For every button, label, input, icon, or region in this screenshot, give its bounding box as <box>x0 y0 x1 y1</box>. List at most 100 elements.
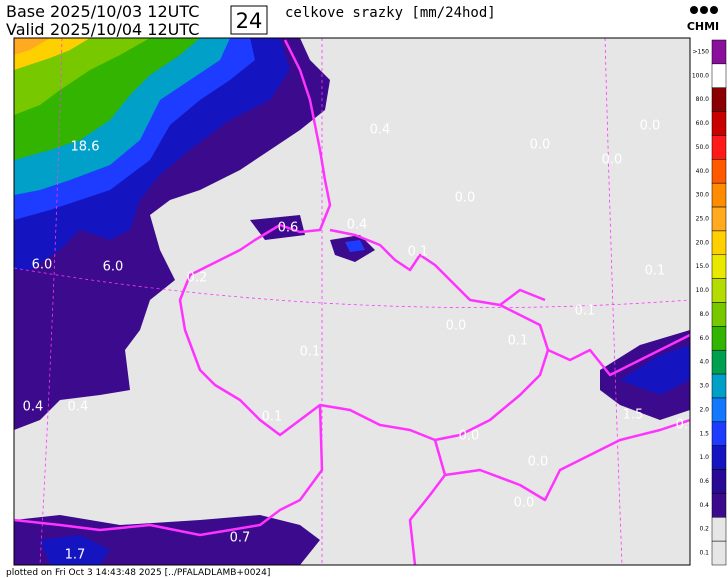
legend-swatch <box>711 278 727 303</box>
map-value-label: 0.6 <box>278 221 299 236</box>
legend-swatch <box>711 135 727 160</box>
border-at-si <box>408 439 447 565</box>
graticule <box>14 38 690 565</box>
legend-swatch <box>711 540 727 566</box>
map-value-label: 0.4 <box>347 218 368 233</box>
footer: plotted on Fri Oct 3 14:43:48 2025 [../P… <box>6 568 270 578</box>
map-value-label: 0.0 <box>640 119 661 134</box>
field-east-blue <box>620 345 690 395</box>
legend-label: 6.0 <box>699 335 709 342</box>
map-value-label: 0.1 <box>575 304 596 319</box>
map-value-label: 0.1 <box>645 264 666 279</box>
logo: CHMI <box>687 6 719 33</box>
map-value-label: 0.5 <box>676 418 697 433</box>
border-hu <box>444 418 690 502</box>
legend-swatch <box>711 87 727 112</box>
map-value-label: 0.0 <box>446 319 467 334</box>
map-value-label: 0.0 <box>514 496 535 511</box>
border-pl <box>499 288 546 306</box>
map-value-label: 6.0 <box>32 258 53 273</box>
map-value-label: 18.6 <box>71 140 100 155</box>
legend-label: 25.0 <box>696 215 710 222</box>
legend-swatch <box>711 445 727 470</box>
legend-swatch <box>711 326 727 351</box>
legend-label: 60.0 <box>696 120 710 127</box>
map-value-label: 0.4 <box>370 123 391 138</box>
legend-swatch <box>711 373 727 399</box>
map-labels: 18.6 6.0 6.0 0.4 0.4 0.2 0.6 0.4 0.4 0.1 0.0 0.0 0.0… <box>23 119 697 563</box>
map-value-label: 0.7 <box>230 531 251 546</box>
legend-swatch <box>711 206 727 232</box>
base-label: Base <box>6 2 45 21</box>
base-time: 2025/10/03 12UTC <box>50 2 199 21</box>
map-value-label: 0.4 <box>68 400 89 415</box>
legend-swatch <box>711 111 727 136</box>
legend-swatch <box>711 182 727 208</box>
legend-label: 10.0 <box>696 287 710 294</box>
map-value-label: 0.1 <box>300 345 321 360</box>
product-title: celkove srazky [mm/24hod] <box>285 5 496 21</box>
logo-text: CHMI <box>687 20 719 33</box>
map-value-label: 0.1 <box>262 410 283 425</box>
map-value-label: 1.5 <box>623 408 644 423</box>
map-value-label: 0.0 <box>530 138 551 153</box>
logo-dot <box>700 6 708 14</box>
legend-label: 8.0 <box>699 311 709 318</box>
field-spot-blue <box>345 240 365 252</box>
map-value-label: 0.0 <box>528 455 549 470</box>
map-value-label: 0.0 <box>459 429 480 444</box>
field-south-blue <box>40 535 110 565</box>
legend-label: 1.5 <box>699 430 709 437</box>
logo-dot <box>710 6 718 14</box>
parallel <box>14 267 690 309</box>
map-value-label: 0.0 <box>602 153 623 168</box>
legend-label: 50.0 <box>696 144 710 151</box>
legend-swatch <box>711 39 727 65</box>
meridian <box>39 38 63 565</box>
valid-time: 2025/10/04 12UTC <box>50 20 199 39</box>
map-value-label: 1.7 <box>65 548 86 563</box>
map-frame <box>13 37 691 566</box>
legend-swatch <box>711 517 727 542</box>
logo-dot <box>690 6 698 14</box>
legend-swatch <box>711 302 727 327</box>
valid-label: Valid <box>6 20 45 39</box>
period: 24 <box>236 9 263 33</box>
legend-label: 40.0 <box>696 168 710 175</box>
legend-label: 15.0 <box>696 263 710 270</box>
border-de-at <box>14 404 324 537</box>
legend-label: 3.0 <box>699 383 709 390</box>
period-box <box>230 5 268 35</box>
legend-label: 30.0 <box>696 192 710 199</box>
map-value-label: 0.1 <box>408 245 429 260</box>
map-value-label: 6.0 <box>103 260 124 275</box>
legend-swatch <box>711 469 727 494</box>
field-orange <box>14 38 50 55</box>
map: 18.6 6.0 6.0 0.4 0.4 0.2 0.6 0.4 0.4 0.1 0.0 0.0 0.0… <box>14 38 697 565</box>
legend-swatch <box>711 421 727 446</box>
legend-swatch <box>711 159 727 184</box>
legend-swatch <box>711 397 727 423</box>
map-value-label: 0.2 <box>187 271 208 286</box>
legend-swatch <box>711 493 727 518</box>
legend: >150 100.0 80.0 60.0 50.0 40.0 30.0 25.0 20.0 15.… <box>692 39 727 566</box>
legend-label: 100.0 <box>692 72 709 79</box>
legend-swatch <box>711 254 727 279</box>
legend-label: 2.0 <box>699 406 709 413</box>
border-sk <box>547 333 690 377</box>
legend-swatch <box>711 230 727 256</box>
legend-label: 4.0 <box>699 359 709 366</box>
legend-label: 0.1 <box>699 550 709 557</box>
legend-label: 20.0 <box>696 239 710 246</box>
legend-label: 0.2 <box>699 526 709 533</box>
legend-label: 1.0 <box>699 454 709 461</box>
legend-label: 0.4 <box>699 502 709 509</box>
map-value-label: 0.1 <box>508 334 529 349</box>
legend-swatch <box>711 349 727 375</box>
legend-label: 80.0 <box>696 96 710 103</box>
map-value-label: 0.4 <box>23 400 44 415</box>
legend-swatch <box>711 63 727 88</box>
borders <box>14 39 690 565</box>
legend-label: >150 <box>693 48 710 55</box>
